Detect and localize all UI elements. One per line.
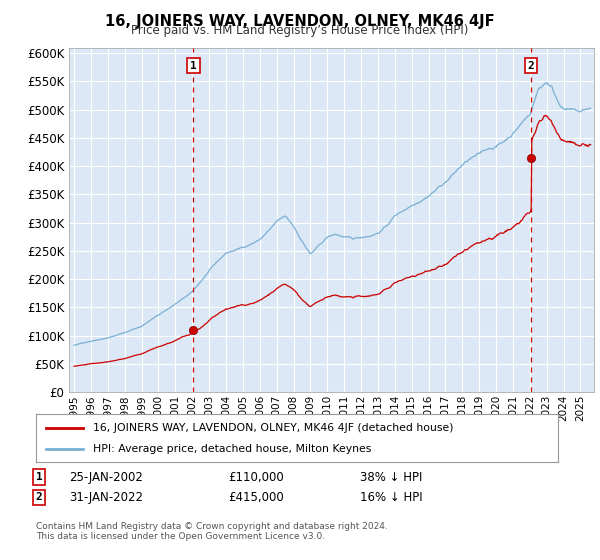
Text: HPI: Average price, detached house, Milton Keynes: HPI: Average price, detached house, Milt… (94, 444, 372, 454)
Text: £110,000: £110,000 (228, 470, 284, 484)
Text: Contains HM Land Registry data © Crown copyright and database right 2024.
This d: Contains HM Land Registry data © Crown c… (36, 522, 388, 542)
Text: 31-JAN-2022: 31-JAN-2022 (69, 491, 143, 504)
Text: 16, JOINERS WAY, LAVENDON, OLNEY, MK46 4JF: 16, JOINERS WAY, LAVENDON, OLNEY, MK46 4… (105, 14, 495, 29)
Text: 38% ↓ HPI: 38% ↓ HPI (360, 470, 422, 484)
Text: 16, JOINERS WAY, LAVENDON, OLNEY, MK46 4JF (detached house): 16, JOINERS WAY, LAVENDON, OLNEY, MK46 4… (94, 423, 454, 433)
Text: 16% ↓ HPI: 16% ↓ HPI (360, 491, 422, 504)
Text: £415,000: £415,000 (228, 491, 284, 504)
Text: 2: 2 (35, 492, 43, 502)
Text: Price paid vs. HM Land Registry’s House Price Index (HPI): Price paid vs. HM Land Registry’s House … (131, 24, 469, 37)
Text: 2: 2 (528, 60, 535, 71)
Text: 1: 1 (190, 60, 197, 71)
Text: 1: 1 (35, 472, 43, 482)
Text: 25-JAN-2002: 25-JAN-2002 (69, 470, 143, 484)
